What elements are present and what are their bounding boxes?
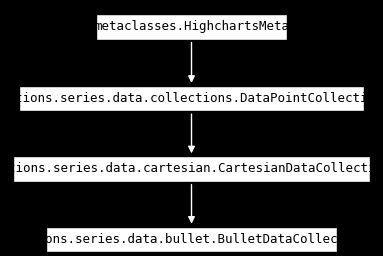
FancyBboxPatch shape: [19, 86, 364, 111]
Text: metaclasses.HighchartsMeta: metaclasses.HighchartsMeta: [94, 20, 289, 33]
Text: options.series.data.cartesian.CartesianDataCollection: options.series.data.cartesian.CartesianD…: [0, 163, 383, 175]
FancyBboxPatch shape: [96, 14, 287, 40]
Text: options.series.data.collections.DataPointCollection: options.series.data.collections.DataPoin…: [0, 92, 383, 105]
Text: options.series.data.bullet.BulletDataCollection: options.series.data.bullet.BulletDataCol…: [15, 233, 368, 246]
FancyBboxPatch shape: [46, 227, 337, 252]
FancyBboxPatch shape: [13, 156, 370, 182]
